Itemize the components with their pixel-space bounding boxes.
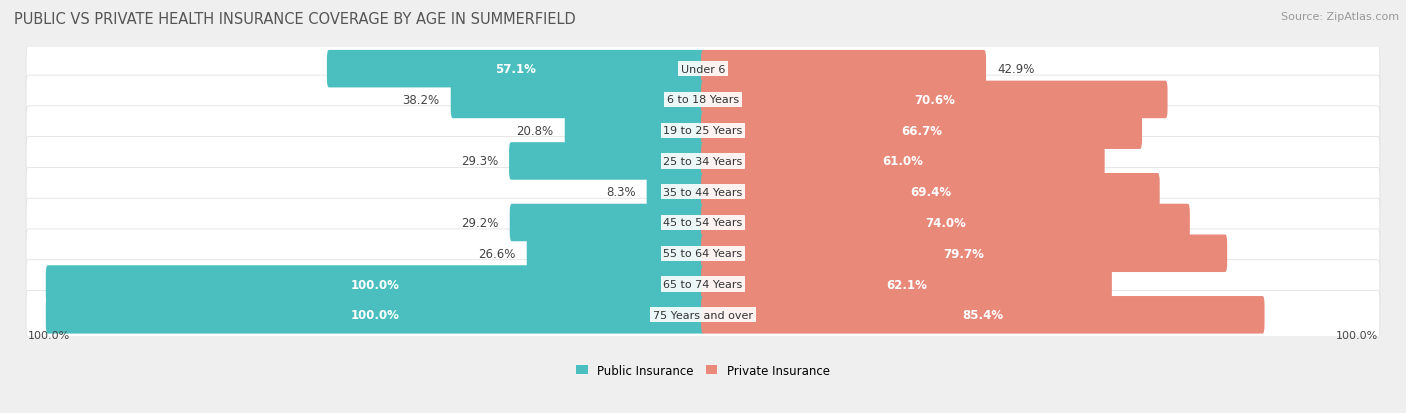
Text: 65 to 74 Years: 65 to 74 Years (664, 279, 742, 290)
FancyBboxPatch shape (27, 260, 1379, 309)
Text: 100.0%: 100.0% (28, 330, 70, 340)
FancyBboxPatch shape (451, 81, 704, 119)
Text: Under 6: Under 6 (681, 64, 725, 74)
FancyBboxPatch shape (702, 235, 1227, 273)
FancyBboxPatch shape (27, 199, 1379, 247)
FancyBboxPatch shape (326, 51, 704, 88)
FancyBboxPatch shape (702, 51, 986, 88)
Text: 75 Years and over: 75 Years and over (652, 310, 754, 320)
Text: 70.6%: 70.6% (914, 94, 955, 107)
Text: 55 to 64 Years: 55 to 64 Years (664, 249, 742, 259)
Text: 25 to 34 Years: 25 to 34 Years (664, 157, 742, 166)
FancyBboxPatch shape (702, 204, 1189, 242)
Text: 29.2%: 29.2% (461, 216, 499, 230)
FancyBboxPatch shape (702, 296, 1264, 334)
Text: 19 to 25 Years: 19 to 25 Years (664, 126, 742, 136)
FancyBboxPatch shape (509, 143, 704, 180)
Text: 8.3%: 8.3% (606, 186, 636, 199)
FancyBboxPatch shape (702, 112, 1142, 150)
FancyBboxPatch shape (46, 266, 704, 303)
FancyBboxPatch shape (527, 235, 704, 273)
Text: 45 to 54 Years: 45 to 54 Years (664, 218, 742, 228)
FancyBboxPatch shape (27, 168, 1379, 216)
FancyBboxPatch shape (565, 112, 704, 150)
Text: 57.1%: 57.1% (495, 63, 536, 76)
FancyBboxPatch shape (27, 137, 1379, 186)
Text: 29.3%: 29.3% (461, 155, 498, 168)
FancyBboxPatch shape (702, 173, 1160, 211)
Text: PUBLIC VS PRIVATE HEALTH INSURANCE COVERAGE BY AGE IN SUMMERFIELD: PUBLIC VS PRIVATE HEALTH INSURANCE COVER… (14, 12, 576, 27)
FancyBboxPatch shape (27, 45, 1379, 94)
Text: Source: ZipAtlas.com: Source: ZipAtlas.com (1281, 12, 1399, 22)
Text: 61.0%: 61.0% (883, 155, 924, 168)
FancyBboxPatch shape (27, 229, 1379, 278)
Text: 79.7%: 79.7% (943, 247, 984, 260)
FancyBboxPatch shape (702, 81, 1167, 119)
FancyBboxPatch shape (702, 266, 1112, 303)
Text: 6 to 18 Years: 6 to 18 Years (666, 95, 740, 105)
Text: 42.9%: 42.9% (997, 63, 1035, 76)
Text: 100.0%: 100.0% (1336, 330, 1378, 340)
Legend: Public Insurance, Private Insurance: Public Insurance, Private Insurance (576, 364, 830, 377)
FancyBboxPatch shape (647, 173, 704, 211)
FancyBboxPatch shape (702, 143, 1105, 180)
Text: 69.4%: 69.4% (910, 186, 950, 199)
Text: 26.6%: 26.6% (478, 247, 516, 260)
Text: 85.4%: 85.4% (962, 309, 1004, 322)
Text: 66.7%: 66.7% (901, 124, 942, 138)
Text: 38.2%: 38.2% (402, 94, 440, 107)
Text: 74.0%: 74.0% (925, 216, 966, 230)
FancyBboxPatch shape (27, 107, 1379, 155)
FancyBboxPatch shape (510, 204, 704, 242)
FancyBboxPatch shape (27, 291, 1379, 339)
Text: 35 to 44 Years: 35 to 44 Years (664, 187, 742, 197)
FancyBboxPatch shape (27, 76, 1379, 124)
Text: 100.0%: 100.0% (352, 278, 399, 291)
Text: 100.0%: 100.0% (352, 309, 399, 322)
Text: 20.8%: 20.8% (516, 124, 554, 138)
Text: 62.1%: 62.1% (886, 278, 927, 291)
FancyBboxPatch shape (46, 296, 704, 334)
